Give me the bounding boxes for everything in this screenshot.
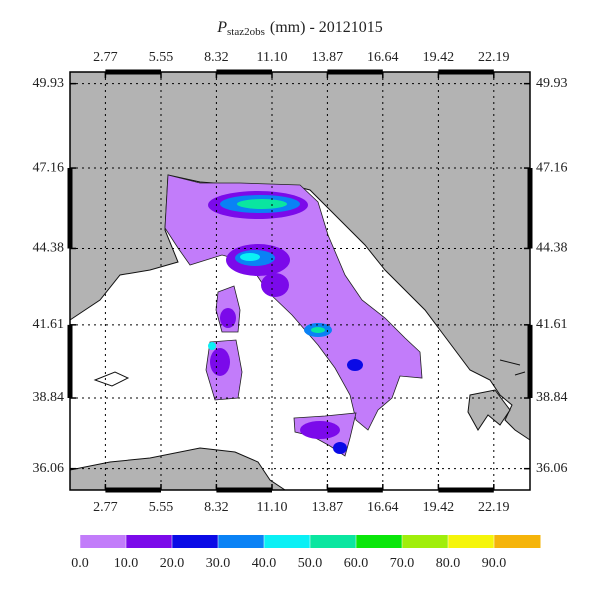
x-tick-label-bottom: 5.55	[149, 500, 174, 515]
title-subscript: staz2obs	[227, 26, 265, 38]
y-tick-label-left: 38.84	[33, 390, 65, 405]
coastline	[93, 359, 526, 387]
colorbar-swatch	[448, 535, 495, 548]
colorbar-label: 80.0	[436, 556, 461, 571]
colorbar-label: 50.0	[298, 556, 323, 571]
y-tick-label-right: 49.93	[536, 76, 568, 91]
y-tick-label-left: 49.93	[33, 76, 65, 91]
x-tick-label-bottom: 2.77	[93, 500, 118, 515]
precip-blob	[208, 342, 216, 350]
title-text: (mm) - 20121015	[270, 19, 383, 36]
y-tick-label-right: 44.38	[536, 241, 568, 256]
y-tick-label-left: 41.61	[33, 317, 65, 332]
colorbar-label: 40.0	[252, 556, 277, 571]
colorbar-swatch	[402, 535, 449, 548]
x-tick-label-bottom: 13.87	[312, 500, 344, 515]
colorbar-label: 60.0	[344, 556, 369, 571]
precip-blob	[333, 442, 347, 454]
precip-blob	[220, 308, 236, 328]
colorbar-label: 30.0	[206, 556, 231, 571]
map-title: Pstaz2obs (mm) - 20121015	[216, 19, 383, 38]
y-tick-label-left: 36.06	[33, 461, 65, 476]
colorbar-label: 10.0	[114, 556, 139, 571]
colorbar-label: 90.0	[482, 556, 507, 571]
x-tick-label-bottom: 19.42	[423, 500, 455, 515]
precip-blob	[240, 253, 260, 261]
y-tick-label-right: 47.16	[536, 160, 568, 175]
x-tick-label-bottom: 22.19	[478, 500, 510, 515]
x-tick-label-top: 5.55	[149, 50, 174, 65]
x-tick-label-bottom: 11.10	[257, 500, 288, 515]
colorbar-swatch	[264, 535, 311, 548]
y-tick-label-right: 41.61	[536, 317, 568, 332]
x-tick-label-top: 13.87	[312, 50, 344, 65]
x-tick-label-top: 11.10	[257, 50, 288, 65]
precipitation-field	[164, 174, 423, 457]
y-tick-label-right: 38.84	[536, 390, 568, 405]
x-tick-label-top: 2.77	[93, 50, 118, 65]
precip-blob	[311, 327, 325, 333]
colorbar-swatch	[172, 535, 219, 548]
colorbar-swatch	[356, 535, 403, 548]
x-tick-label-top: 19.42	[423, 50, 455, 65]
colorbar-swatch	[80, 535, 127, 548]
map-frame	[69, 71, 531, 491]
x-tick-label-top: 8.32	[204, 50, 229, 65]
x-tick-label-bottom: 16.64	[367, 500, 399, 515]
colorbar-label: 70.0	[390, 556, 415, 571]
colorbar-swatch	[494, 535, 541, 548]
y-tick-label-right: 36.06	[536, 461, 568, 476]
precip-blob	[237, 199, 287, 209]
colorbar-swatch	[310, 535, 357, 548]
colorbar-label: 20.0	[160, 556, 185, 571]
x-tick-label-bottom: 8.32	[204, 500, 229, 515]
colorbar-label: 0.0	[71, 556, 89, 571]
title-symbol: P	[216, 19, 227, 36]
precip-blob	[210, 348, 230, 376]
precip-blob	[347, 359, 363, 371]
y-tick-label-left: 44.38	[33, 241, 65, 256]
precip-blob	[261, 273, 289, 297]
colorbar-swatch	[218, 535, 265, 548]
precip-blob	[300, 421, 340, 439]
y-tick-label-left: 47.16	[33, 160, 65, 175]
x-tick-label-top: 22.19	[478, 50, 510, 65]
x-tick-label-top: 16.64	[367, 50, 399, 65]
colorbar-swatch	[126, 535, 173, 548]
